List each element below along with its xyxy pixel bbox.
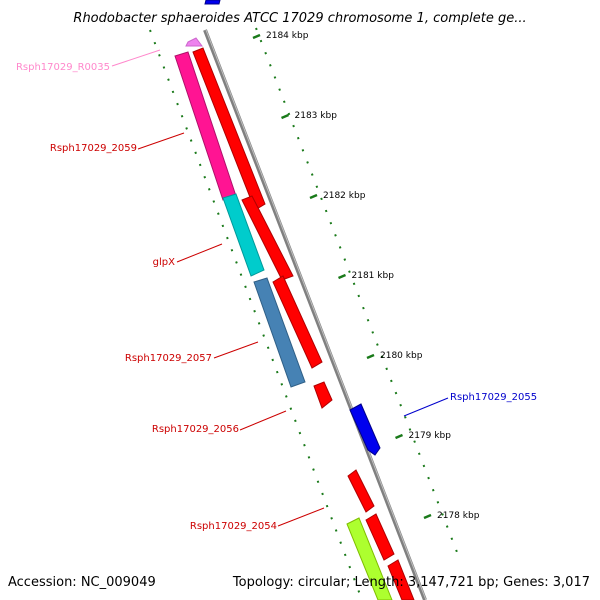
map-title: Rhodobacter sphaeroides ATCC 17029 chrom… (73, 11, 526, 26)
gene-rsph17029-2054-fwd[interactable] (347, 469, 375, 513)
tick-label: 2183 kbp (295, 111, 338, 121)
connector-2057 (213, 341, 259, 359)
label-rsph17029-r0035: Rsph17029_R0035 (16, 62, 110, 73)
gene-rsph17029-2056-fwd[interactable] (313, 381, 333, 409)
gene-rsph17029-r0035[interactable] (185, 37, 203, 47)
tick-label: 2182 kbp (323, 191, 366, 201)
backbone-line (203, 29, 427, 600)
label-rsph17029-2056: Rsph17029_2056 (152, 424, 239, 435)
tick-label: 2180 kbp (380, 351, 423, 361)
tick-mark (338, 273, 346, 280)
gene-rsph17029-2055[interactable] (349, 403, 381, 456)
tick-mark (395, 433, 403, 440)
connector-2055 (403, 397, 449, 417)
tick-mark (252, 33, 261, 40)
label-rsph17029-2055: Rsph17029_2055 (450, 392, 537, 403)
major-ticks: 2184 kbp 2183 kbp 2182 kbp 2181 kbp 2180 kbp… (252, 31, 480, 521)
tick-mark (423, 513, 432, 520)
tick-label: 2179 kbp (409, 431, 452, 441)
tick-mark (366, 353, 375, 360)
summary-text: Topology: circular; Length: 3,147,721 bp… (232, 575, 590, 590)
tick-mark (281, 113, 289, 120)
accession-text: Accession: NC_009049 (8, 575, 156, 590)
map-body: 2184 kbp 2183 kbp 2182 kbp 2181 kbp 2180 kbp… (16, 0, 537, 600)
gene-rsph17029-2057[interactable] (253, 277, 306, 388)
label-rsph17029-2059: Rsph17029_2059 (50, 143, 137, 154)
backbone-highlight (205, 29, 427, 600)
gene-glpx-fwd[interactable] (241, 195, 294, 281)
connector-glpx (176, 243, 223, 263)
gene-next-fwd-b[interactable] (387, 559, 415, 600)
gene-top-blue[interactable] (204, 0, 221, 5)
connector-2054 (277, 507, 325, 527)
gene-glpx[interactable] (222, 193, 265, 277)
connector-2056 (239, 410, 287, 431)
gene-next-fwd-a[interactable] (365, 513, 395, 561)
tick-label: 2181 kbp (352, 271, 395, 281)
gene-rsph17029-2057-fwd[interactable] (272, 275, 323, 369)
gene-lime-feature[interactable] (346, 517, 393, 600)
tick-label: 2184 kbp (266, 31, 309, 41)
tick-label: 2178 kbp (437, 511, 480, 521)
gene-rsph17029-2059-fwd[interactable] (192, 47, 266, 211)
connector-2059 (137, 132, 185, 150)
label-rsph17029-2057: Rsph17029_2057 (125, 353, 212, 364)
tick-mark (309, 193, 318, 200)
connector-r0035 (111, 49, 161, 67)
label-glpx: glpX (153, 257, 175, 268)
label-rsph17029-2054: Rsph17029_2054 (190, 521, 277, 532)
